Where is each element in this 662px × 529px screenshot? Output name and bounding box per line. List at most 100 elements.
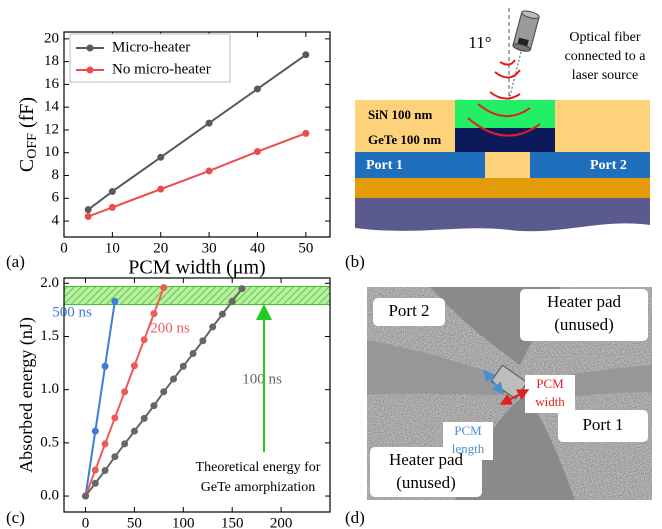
legend-marker xyxy=(86,44,94,52)
marker xyxy=(91,427,99,435)
x-tick-label: 0 xyxy=(60,240,68,256)
fiber-label: connected to a xyxy=(565,49,647,64)
sem-label: Port 1 xyxy=(582,415,623,434)
annotation: GeTe amorphization xyxy=(201,480,315,495)
marker xyxy=(160,388,168,396)
series-label: 200 ns xyxy=(150,320,190,336)
marker xyxy=(209,323,217,331)
label-box xyxy=(520,289,648,341)
legend-label: No micro-heater xyxy=(112,61,211,77)
marker xyxy=(157,185,165,193)
marker xyxy=(150,310,158,318)
series-line xyxy=(84,301,116,497)
smooth-region xyxy=(367,340,505,395)
marker xyxy=(179,362,187,370)
fiber-axis xyxy=(508,47,523,101)
y-axis-title-unit: (fF) xyxy=(16,97,38,128)
y-tick-label: 16 xyxy=(44,76,60,92)
gete-layer xyxy=(455,128,555,152)
marker xyxy=(130,427,138,435)
marker xyxy=(108,187,116,195)
marker xyxy=(160,284,168,292)
label-box xyxy=(373,298,445,326)
annotation: Theoretical energy for xyxy=(196,460,321,475)
y-axis-title: COFF (fF) xyxy=(16,97,41,172)
x-tick-label: 30 xyxy=(202,240,217,256)
length-arrow xyxy=(483,369,504,395)
marker xyxy=(253,148,261,156)
layer-label: SiN 100 nm xyxy=(368,107,432,122)
x-axis-title: PCM width (μm) xyxy=(128,257,265,279)
marker xyxy=(228,297,236,305)
chart: 0 50 100 150 200 0.0 0.5 1.0 1.5 2.0 500 ns 200 ns 1… xyxy=(6,275,331,529)
marker xyxy=(111,453,119,461)
y-tick-label: 14 xyxy=(44,99,60,115)
pcm-length-label: length xyxy=(452,441,485,456)
marker xyxy=(130,362,138,370)
marker xyxy=(140,414,148,422)
y-tick-label: 20 xyxy=(44,30,59,46)
y-tick-label: 0.5 xyxy=(40,434,59,450)
series-label: 100 ns xyxy=(242,371,282,387)
sem-label: Heater pad xyxy=(547,292,622,311)
marker xyxy=(91,466,99,474)
marker xyxy=(150,402,158,410)
x-tick-label: 200 xyxy=(270,515,293,529)
y-tick-label: 1.5 xyxy=(40,328,59,344)
marker xyxy=(101,440,109,448)
marker xyxy=(91,479,99,487)
fiber-label: laser source xyxy=(572,68,638,83)
sem-label: Heater pad xyxy=(389,450,464,469)
marker xyxy=(84,213,92,220)
marker xyxy=(170,375,178,383)
marker xyxy=(218,310,226,318)
wave xyxy=(477,103,531,117)
sem-label: (unused) xyxy=(554,315,613,334)
x-tick-label: 10 xyxy=(105,240,120,256)
device-diagram: 11° Optical fiber connected to a laser s… xyxy=(345,8,650,271)
x-tick-label: 20 xyxy=(153,240,168,256)
panel-label: (c) xyxy=(6,508,25,527)
y-axis-title-main: C xyxy=(16,159,38,172)
label-box xyxy=(525,375,575,413)
legend-marker xyxy=(86,66,94,74)
threshold-band xyxy=(63,286,331,306)
marker xyxy=(205,119,213,127)
x-tick-label: 150 xyxy=(221,515,244,529)
marker xyxy=(253,85,261,93)
marker xyxy=(111,414,119,422)
y-tick-label: 1.0 xyxy=(40,381,59,397)
marker xyxy=(82,492,90,500)
oxide-layer xyxy=(355,178,650,198)
x-tick-label: 100 xyxy=(172,515,195,529)
marker xyxy=(238,285,246,293)
marker xyxy=(84,206,92,214)
y-tick-label: 2.0 xyxy=(40,275,59,291)
wave xyxy=(489,91,521,100)
x-tick-label: 0 xyxy=(82,515,90,529)
y-axis-title-sub: OFF xyxy=(25,133,40,159)
fiber-label: Optical fiber xyxy=(569,30,640,45)
wave xyxy=(499,59,516,66)
panel-label: (d) xyxy=(345,508,365,527)
series-line xyxy=(87,132,307,218)
y-tick-label: 0.0 xyxy=(40,487,59,503)
marker xyxy=(111,297,119,305)
marker xyxy=(101,362,109,370)
sem-label: Port 2 xyxy=(388,301,429,320)
label-box xyxy=(443,422,493,460)
series-label: 500 ns xyxy=(52,304,92,320)
layer-label: GeTe 100 nm xyxy=(368,132,441,147)
y-tick-label: 8 xyxy=(52,167,60,183)
marker xyxy=(157,153,165,161)
marker xyxy=(302,51,310,59)
panel-label: (a) xyxy=(6,252,25,271)
marker xyxy=(199,337,207,345)
pcm-length-label: PCM xyxy=(454,423,482,438)
sin-layer xyxy=(455,100,555,128)
x-tick-label: 50 xyxy=(298,240,313,256)
legend-box xyxy=(69,33,231,83)
width-arrow xyxy=(499,389,530,405)
legend-label: Micro-heater xyxy=(112,39,190,55)
